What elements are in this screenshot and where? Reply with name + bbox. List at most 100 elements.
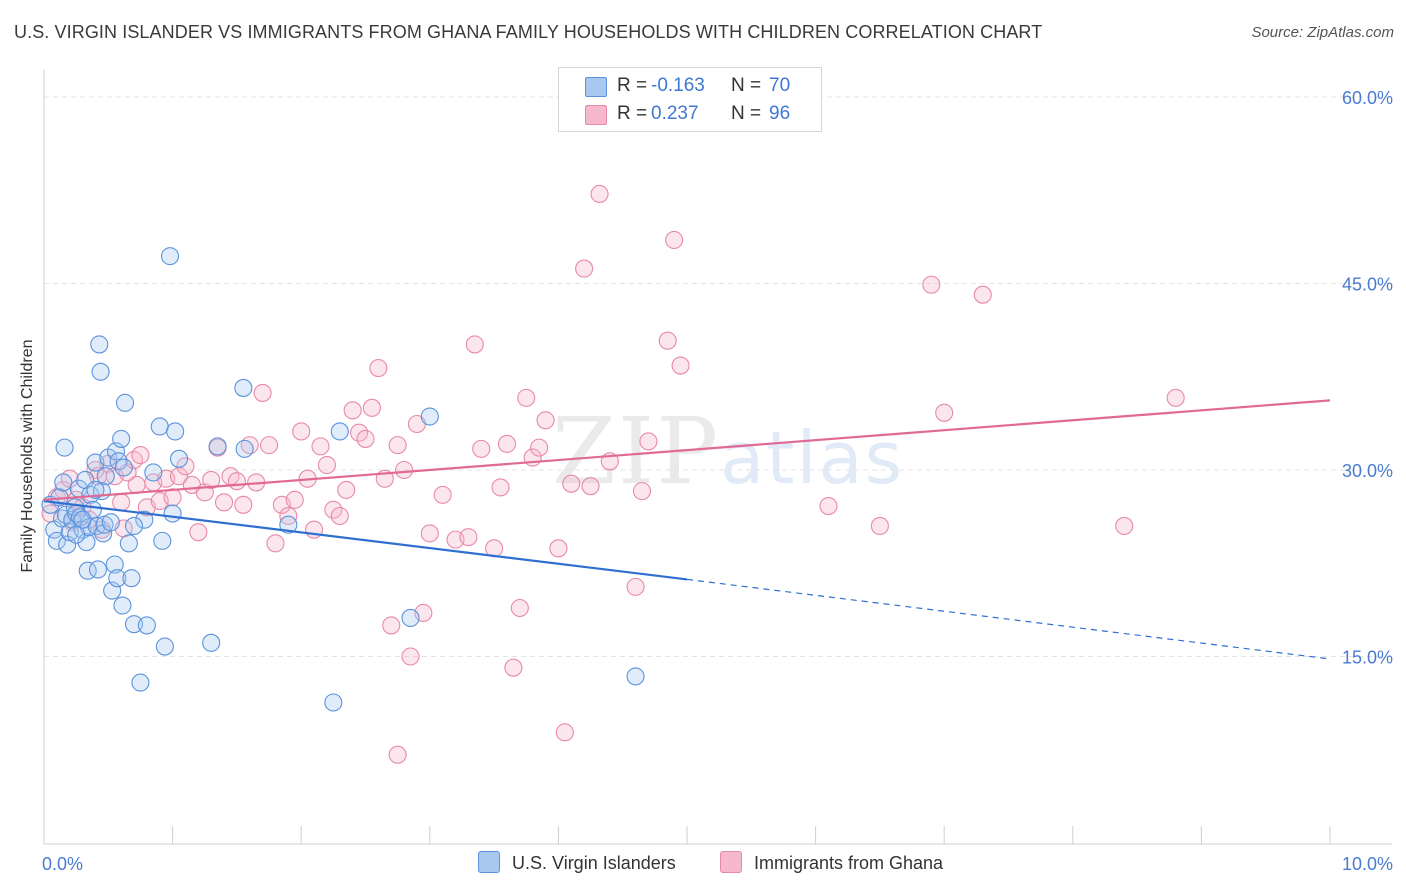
r-label: R = — [617, 103, 648, 124]
data-point-virgin-islanders — [101, 513, 120, 532]
data-point-virgin-islanders — [163, 504, 182, 523]
data-point-virgin-islanders — [77, 533, 96, 552]
legend-swatch-pink — [720, 851, 742, 873]
source-credit: Source: ZipAtlas.com — [1251, 24, 1394, 41]
data-point-ghana — [658, 331, 677, 350]
data-point-ghana — [176, 457, 195, 476]
data-point-virgin-islanders — [208, 437, 227, 456]
data-point-virgin-islanders — [401, 608, 420, 628]
data-point-ghana — [575, 259, 594, 278]
data-point-virgin-islanders — [279, 515, 298, 534]
data-point-virgin-islanders — [47, 531, 66, 550]
trend-line-ghana — [43, 399, 1331, 501]
data-point-ghana — [356, 429, 375, 448]
data-point-ghana — [590, 184, 609, 204]
data-point-virgin-islanders — [91, 362, 110, 381]
r-value: 0.237 — [651, 103, 699, 124]
data-point-virgin-islanders — [113, 596, 132, 615]
trend-line-extension — [686, 578, 1331, 660]
data-point-ghana — [973, 285, 992, 304]
stats-swatch-pink — [585, 105, 607, 125]
n-label: N = — [731, 103, 762, 124]
data-point-virgin-islanders — [131, 673, 150, 692]
data-point-ghana — [202, 470, 221, 489]
data-point-ghana — [214, 493, 234, 512]
watermark-zip: ZIP — [552, 398, 721, 505]
data-point-ghana — [555, 723, 574, 742]
data-point-ghana — [459, 528, 478, 547]
data-point-virgin-islanders — [330, 422, 349, 441]
n-value: 70 — [769, 75, 791, 96]
data-point-ghana — [639, 432, 658, 451]
data-point-ghana — [227, 472, 246, 491]
data-point-ghana — [510, 598, 529, 618]
legend-label: Immigrants from Ghana — [754, 853, 944, 873]
data-point-ghana — [369, 358, 388, 378]
data-point-virgin-islanders — [119, 534, 138, 553]
data-point-ghana — [189, 523, 208, 542]
data-point-virgin-islanders — [54, 473, 73, 492]
data-point-ghana — [870, 516, 889, 536]
stats-swatch-blue — [585, 77, 607, 97]
data-point-ghana — [343, 401, 362, 420]
data-point-virgin-islanders — [160, 247, 180, 266]
data-point-ghana — [292, 422, 311, 441]
data-point-virgin-islanders — [420, 407, 439, 426]
legend-item-ghana: Immigrants from Ghana — [720, 851, 943, 874]
data-point-ghana — [549, 539, 568, 558]
data-point-virgin-islanders — [112, 429, 131, 448]
y-tick-label: 30.0% — [1342, 461, 1393, 481]
data-point-ghana — [504, 658, 523, 677]
data-point-virgin-islanders — [202, 633, 221, 652]
x-tick-label: 10.0% — [1342, 854, 1393, 874]
legend-item-virgin-islanders: U.S. Virgin Islanders — [478, 851, 676, 874]
data-point-virgin-islanders — [114, 458, 133, 477]
data-point-ghana — [330, 506, 349, 526]
y-tick-label: 60.0% — [1342, 88, 1393, 108]
watermark: ZIPatlas — [552, 398, 904, 505]
data-point-ghana — [497, 434, 517, 453]
data-point-virgin-islanders — [234, 378, 253, 397]
data-point-virgin-islanders — [122, 569, 141, 588]
data-point-virgin-islanders — [235, 439, 254, 458]
data-point-virgin-islanders — [90, 335, 109, 354]
data-point-ghana — [665, 230, 684, 250]
data-point-virgin-islanders — [86, 480, 105, 499]
data-point-ghana — [626, 577, 645, 596]
data-point-ghana — [632, 482, 652, 501]
data-point-ghana — [112, 493, 131, 512]
data-point-ghana — [362, 398, 381, 417]
data-point-ghana — [491, 478, 510, 497]
data-point-ghana — [266, 534, 285, 553]
data-point-ghana — [517, 388, 536, 407]
data-point-ghana — [562, 474, 581, 493]
data-point-virgin-islanders — [96, 467, 115, 486]
data-point-ghana — [285, 490, 304, 509]
stats-legend-box: R = -0.163 N = 70 R = 0.237 N = 96 — [558, 67, 822, 132]
data-point-virgin-islanders — [169, 449, 189, 468]
data-point-virgin-islanders — [88, 560, 108, 579]
data-point-ghana — [465, 335, 484, 354]
r-value: -0.163 — [651, 75, 705, 96]
data-point-ghana — [536, 411, 555, 430]
data-point-ghana — [311, 437, 330, 456]
chart-title: U.S. VIRGIN ISLANDER VS IMMIGRANTS FROM … — [14, 22, 1043, 42]
data-point-virgin-islanders — [626, 667, 645, 686]
data-point-virgin-islanders — [108, 569, 127, 588]
y-tick-label: 15.0% — [1342, 648, 1393, 668]
n-label: N = — [731, 75, 762, 96]
data-point-virgin-islanders — [67, 525, 86, 544]
data-point-ghana — [922, 275, 941, 294]
data-point-ghana — [382, 616, 401, 635]
data-point-ghana — [472, 439, 491, 458]
data-point-ghana — [530, 438, 549, 457]
data-point-virgin-islanders — [115, 393, 135, 412]
trend-line-virgin-islanders — [43, 499, 688, 581]
legend-label: U.S. Virgin Islanders — [512, 853, 676, 873]
data-point-ghana — [131, 446, 150, 465]
data-point-ghana — [388, 745, 407, 764]
data-point-virgin-islanders — [153, 531, 172, 550]
data-point-ghana — [433, 485, 452, 504]
data-point-ghana — [234, 495, 253, 514]
